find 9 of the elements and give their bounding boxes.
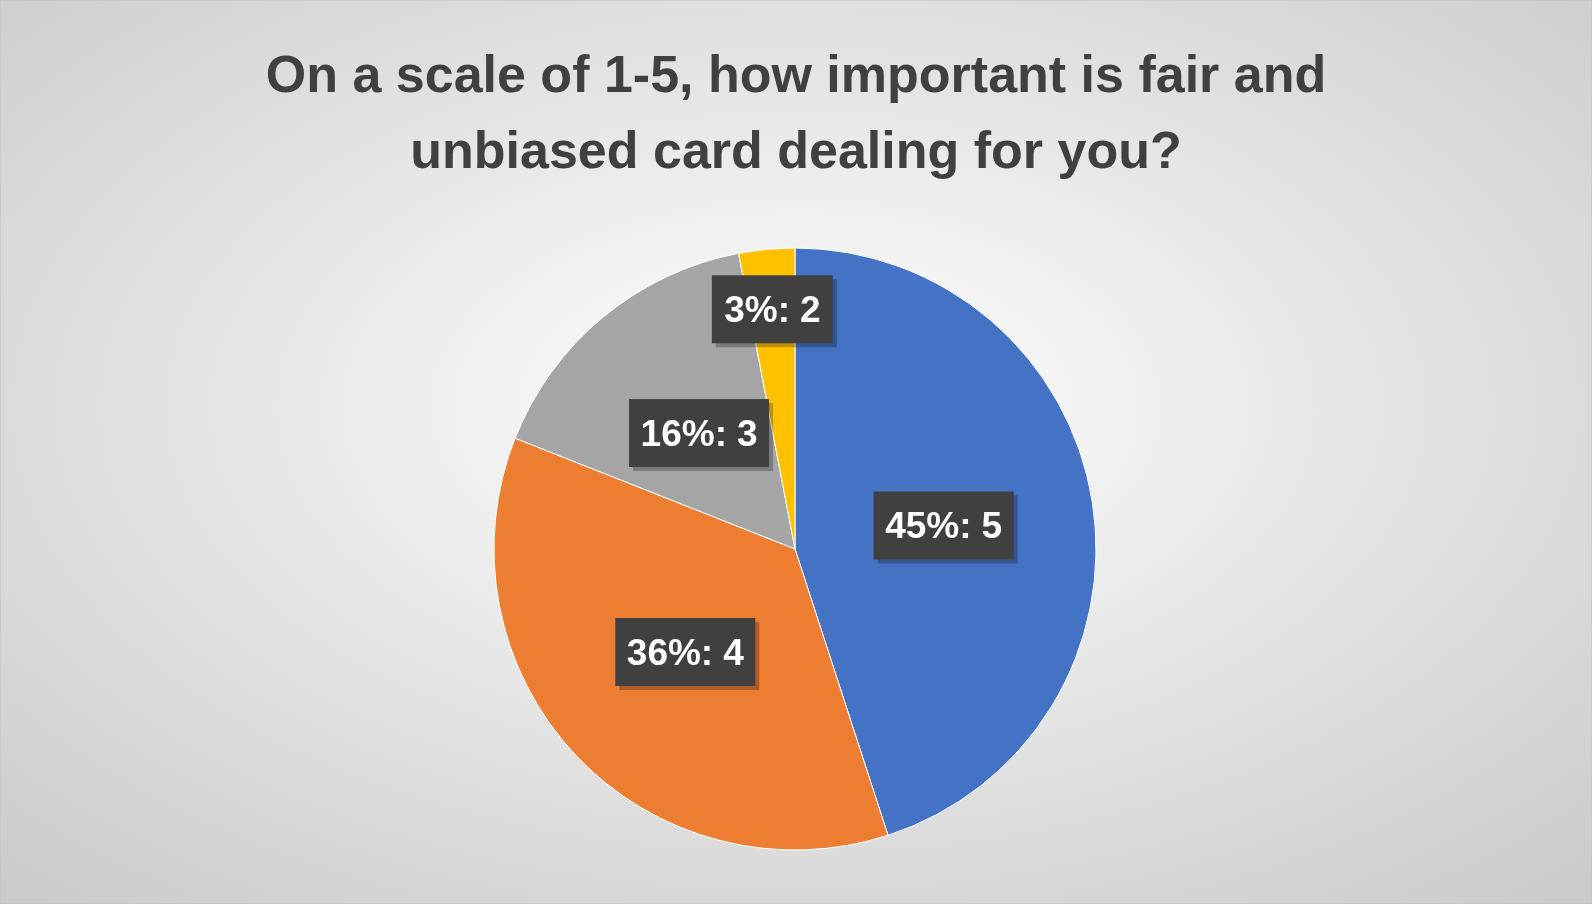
data-label: 45%: [885,504,972,546]
slice-label: 5 [981,504,1003,546]
chart-title: On a scale of 1-5, how important is fair and unbiased card dealing for you? [265,45,1327,179]
data-label: 16%: [640,412,727,454]
slice-label: 4 [723,631,745,673]
slice-label: 2 [799,288,821,330]
data-label: 36%: [626,631,714,673]
data-label: 3%: [724,288,790,330]
slice-label: 3 [736,412,758,454]
